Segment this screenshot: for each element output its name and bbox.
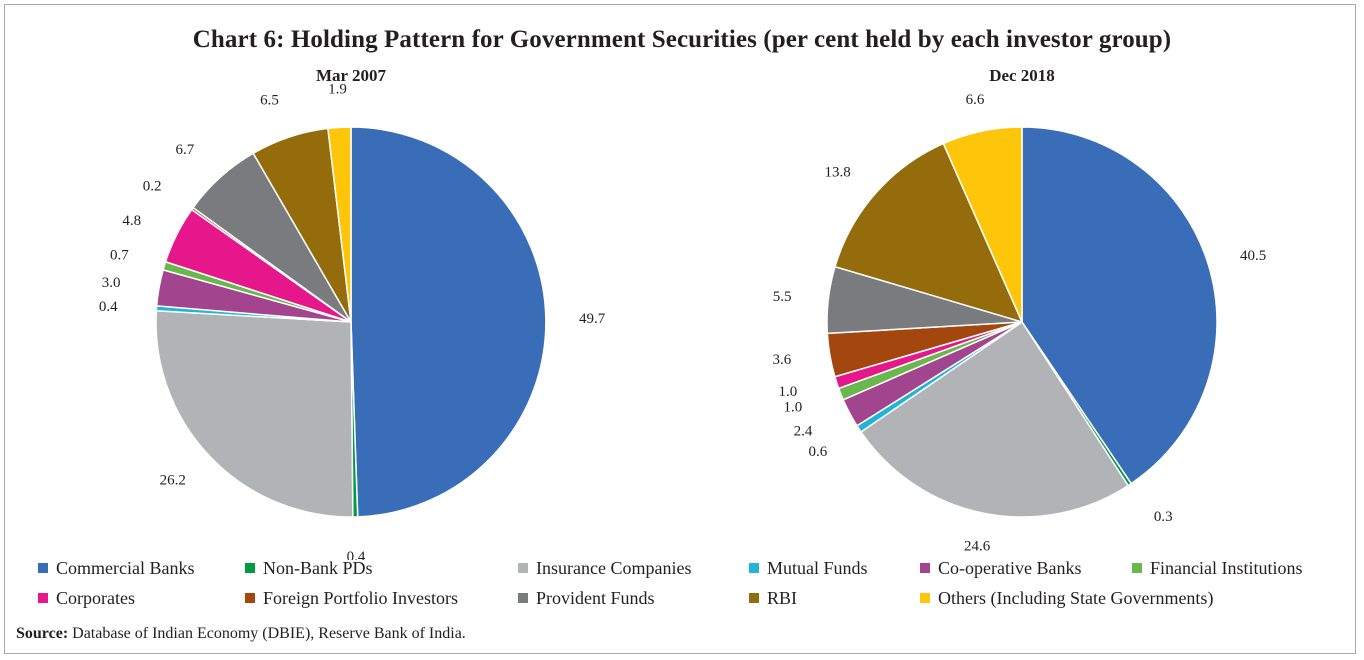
source-label: Source: <box>16 625 69 642</box>
legend-item-mutual-funds: Mutual Funds <box>749 556 868 580</box>
pie-slice-insurance-companies <box>859 320 1130 518</box>
legend-item-provident-funds: Provident Funds <box>518 586 655 610</box>
chart-frame <box>4 4 1356 654</box>
legend-swatch <box>518 563 528 573</box>
legend-item-insurance-companies: Insurance Companies <box>518 556 691 580</box>
legend-item-others: Others (Including State Governments) <box>920 586 1213 610</box>
legend-swatch <box>749 563 759 573</box>
legend-swatch <box>1132 563 1142 573</box>
legend-item-corporates: Corporates <box>38 586 135 610</box>
data-label-non-bank-pds: 0.3 <box>1154 509 1173 525</box>
data-label-mutual-funds: 0.4 <box>99 299 118 315</box>
pie-slice-others-including-state-governments <box>942 126 1023 323</box>
data-label-financial-institutions: 0.7 <box>110 247 129 263</box>
pie-slice-commercial-banks <box>1021 126 1218 485</box>
legend-item-co-operative-banks: Co-operative Banks <box>920 556 1081 580</box>
legend-item-non-bank-pds: Non-Bank PDs <box>245 556 373 580</box>
source-note: Source: Database of Indian Economy (DBIE… <box>16 625 466 643</box>
chart-title: Chart 6: Holding Pattern for Government … <box>192 26 1172 53</box>
legend-item-commercial-banks: Commercial Banks <box>38 556 194 580</box>
legend-swatch <box>38 593 48 603</box>
pie-dec-2018: 40.5 0.3 24.6 0.6 2.4 1.01.0 3.6 5.5 13.8 6.6 <box>773 92 1267 555</box>
data-label-others-including-state-governments: 6.6 <box>966 92 985 108</box>
data-label-others-including-state-governments: 1.9 <box>328 81 347 97</box>
data-label-non-bank-pds: 0.4 <box>347 549 366 560</box>
legend-item-rbi: RBI <box>749 586 797 610</box>
source-text: Database of Indian Economy (DBIE), Reser… <box>72 625 466 642</box>
data-label-foreign-portfolio-investors: 0.2 <box>143 178 162 194</box>
legend-item-financial-institutions: Financial Institutions <box>1132 556 1303 580</box>
legend-swatch <box>38 563 48 573</box>
pie-slice-others-including-state-governments <box>327 126 352 323</box>
pie-title-dec-2018: Dec 2018 <box>989 66 1055 85</box>
data-label-insurance-companies: 26.2 <box>160 472 186 488</box>
legend-swatch <box>518 593 528 603</box>
data-label-insurance-companies: 24.6 <box>964 539 991 555</box>
pie-slice-commercial-banks <box>350 126 547 518</box>
pie-slice-insurance-companies <box>155 309 354 518</box>
data-label-co-operative-banks: 2.4 <box>794 424 813 440</box>
data-label-corporates: 4.8 <box>122 213 141 229</box>
pie-charts: 49.7 0.4 26.2 0.4 3.0 0.7 4.8 0.2 6.7 6.5 1.9 40.5… <box>99 81 1267 560</box>
data-label-commercial-banks: 49.7 <box>579 311 606 327</box>
data-label-commercial-banks: 40.5 <box>1240 248 1266 264</box>
data-label-rbi: 6.5 <box>260 93 279 109</box>
data-label-financial-institutions: 1.0 <box>783 399 802 415</box>
legend-swatch <box>245 593 255 603</box>
data-label-foreign-portfolio-investors: 3.6 <box>773 352 792 368</box>
pie-mar-2007: 49.7 0.4 26.2 0.4 3.0 0.7 4.8 0.2 6.7 6.5 1.9 <box>99 81 606 560</box>
data-label-mutual-funds: 0.6 <box>809 444 828 460</box>
data-label-provident-funds: 5.5 <box>773 289 792 305</box>
pie-title-mar-2007: Mar 2007 <box>315 66 387 85</box>
legend-swatch <box>920 593 930 603</box>
pie-slice-rbi <box>834 142 1024 324</box>
data-label-rbi: 13.8 <box>825 164 851 180</box>
legend-swatch <box>749 593 759 603</box>
legend-item-foreign-portfolio-investors: Foreign Portfolio Investors <box>245 586 458 610</box>
data-label-co-operative-banks: 3.0 <box>102 275 121 291</box>
legend-swatch <box>920 563 930 573</box>
legend-swatch <box>245 563 255 573</box>
data-label-corporates: 1.0 <box>779 384 798 400</box>
data-label-provident-funds: 6.7 <box>175 142 194 158</box>
